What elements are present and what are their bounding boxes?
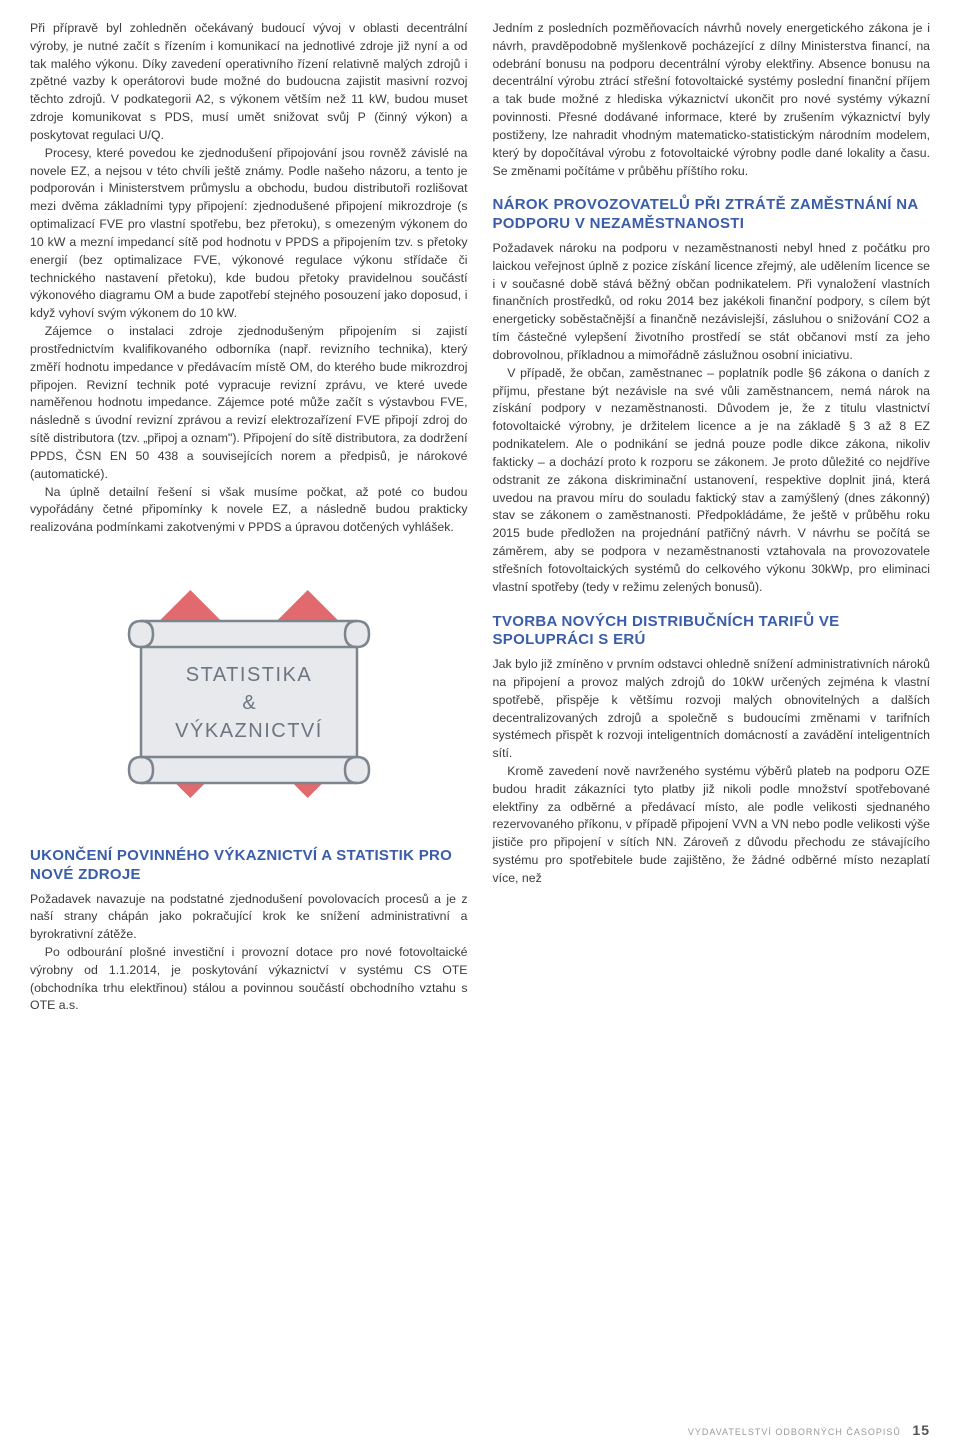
right-p5: Kromě zavedení nově navrženého systému v… xyxy=(493,763,931,888)
left-p6: Po odbourání plošné investiční i provozn… xyxy=(30,944,468,1015)
diagram-text-1: STATISTIKA xyxy=(186,664,313,686)
diagram-container: STATISTIKA & VÝKAZNICTVÍ xyxy=(30,559,468,829)
right-heading-2: TVORBA NOVÝCH DISTRIBUČNÍCH TARIFŮ VE SP… xyxy=(493,613,931,651)
left-heading-1: UKONČENÍ POVINNÉHO VÝKAZNICTVÍ A STATIST… xyxy=(30,847,468,885)
right-p4: Jak bylo již zmíněno v prvním odstavci o… xyxy=(493,656,931,763)
left-p2: Procesy, které povedou ke zjednodušení p… xyxy=(30,145,468,323)
left-p5: Požadavek navazuje na podstatné zjednodu… xyxy=(30,891,468,944)
left-p1: Při přípravě byl zohledněn očekávaný bud… xyxy=(30,20,468,145)
page-footer: VYDAVATELSTVÍ ODBORNÝCH ČASOPISŮ 15 xyxy=(688,1422,930,1438)
page-number: 15 xyxy=(912,1422,930,1438)
diagram-text-3: VÝKAZNICTVÍ xyxy=(175,719,323,742)
left-column: Při přípravě byl zohledněn očekávaný bud… xyxy=(30,20,468,1015)
content-columns: Při přípravě byl zohledněn očekávaný bud… xyxy=(30,20,930,1015)
footer-publisher: VYDAVATELSTVÍ ODBORNÝCH ČASOPISŮ xyxy=(688,1427,901,1437)
right-p1: Jedním z posledních pozměňovacích návrhů… xyxy=(493,20,931,180)
right-column: Jedním z posledních pozměňovacích návrhů… xyxy=(493,20,931,1015)
right-heading-1: NÁROK PROVOZOVATELŮ PŘI ZTRÁTĚ ZAMĚSTNÁN… xyxy=(493,196,931,234)
diagram-text-2: & xyxy=(242,692,256,714)
right-p2: Požadavek nároku na podporu v nezaměstna… xyxy=(493,240,931,365)
left-p4: Na úplně detailní řešení si však musíme … xyxy=(30,484,468,537)
left-p3: Zájemce o instalaci zdroje zjednodušeným… xyxy=(30,323,468,483)
right-p3: V případě, že občan, zaměstnanec – popla… xyxy=(493,365,931,597)
statistics-scroll-diagram: STATISTIKA & VÝKAZNICTVÍ xyxy=(79,559,419,829)
